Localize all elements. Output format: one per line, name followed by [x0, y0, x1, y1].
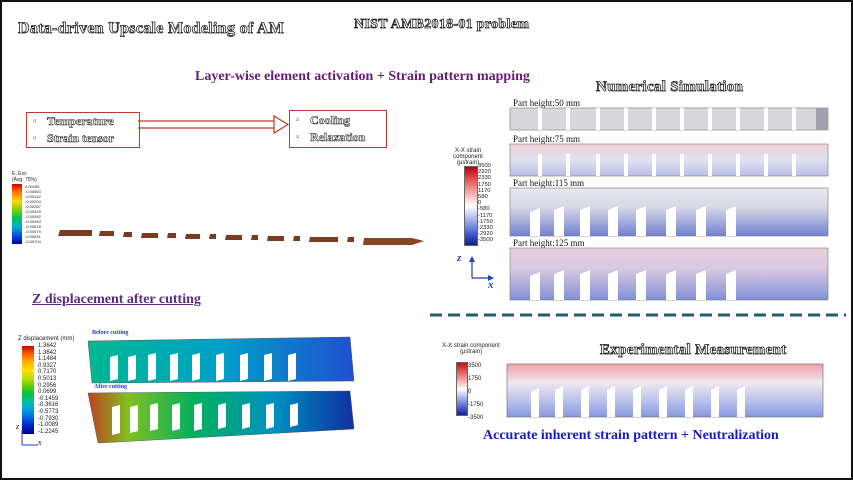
section-heading-zdisp: Z displacement after cutting: [32, 292, 201, 307]
exp-legend-title: X-X strain component (μstrain): [442, 343, 500, 355]
sim-legend-title: E, Exx: [12, 171, 27, 177]
num-legend-title: X-X strain component (μstrain): [453, 148, 483, 166]
num-legend-ticks: 3500 2920 2330 1750 1170 580 0 -580 -1170 -1750 -2…: [478, 163, 493, 244]
after-cutting-label: After cutting: [94, 384, 128, 390]
zdisp-axis-z: z: [16, 422, 20, 431]
num-axis-icon: [469, 256, 494, 281]
sim-legend-ticks: 0.00185 -0.00863 -0.00142 -0.00204 -0.00267-…: [25, 184, 41, 244]
num-axis-z: z: [457, 252, 462, 264]
zdisp-legend-title: Z displacement (mm): [18, 336, 75, 342]
experimental-heading: Experimental Measurement: [600, 342, 787, 359]
input-item-temperature: Temperature: [27, 113, 139, 130]
slide-title: Data-driven Upscale Modeling of AM: [18, 20, 285, 38]
panel-sim-115: [509, 187, 829, 237]
sim-legend-colorbar: [12, 184, 22, 244]
output-item-cooling: Cooling: [290, 112, 386, 129]
experimental-footer: Accurate inherent strain pattern + Neutr…: [483, 428, 779, 443]
num-legend-colorbar: [464, 166, 478, 246]
panel-label-125: Part height:125 mm: [513, 238, 585, 248]
exp-legend-colorbar: [456, 362, 468, 416]
layer-part-strip: [58, 230, 424, 245]
zdisp-axis-x: x: [38, 438, 42, 447]
section-divider: [430, 313, 846, 317]
num-axis-x: x: [488, 279, 494, 291]
zdisp-legend-ticks: 1.3642 1.3642 1.1484 0.9327 0.7170 0.5013 0.29…: [38, 343, 59, 435]
exp-legend-ticks: 3500 1750 0 -1750 -3500: [468, 363, 484, 421]
panel-sim-50: [509, 107, 829, 131]
panel-label-50: Part height:50 mm: [513, 98, 580, 108]
before-cutting-plate: [87, 336, 355, 384]
flow-arrow-icon: [138, 114, 290, 135]
section-heading-activation: Layer-wise element activation + Strain p…: [195, 69, 530, 84]
exp-measurement-map: [506, 363, 824, 418]
input-box: Temperature Strain tensor: [26, 112, 140, 148]
numerical-simulation-heading: Numerical Simulation: [596, 79, 744, 96]
panel-sim-75: [509, 143, 829, 177]
after-cutting-plate: [87, 390, 355, 444]
input-item-strain: Strain tensor: [27, 130, 139, 147]
panel-label-115: Part height:115 mm: [513, 178, 585, 188]
panel-sim-125: [509, 247, 829, 301]
output-box: Cooling Relaxation: [289, 110, 387, 148]
panel-label-75: Part height:75 mm: [513, 134, 580, 144]
sim-legend-subtitle: (Avg: 75%): [12, 177, 37, 183]
zdisp-axis-icon: [21, 430, 38, 446]
output-item-relaxation: Relaxation: [290, 129, 386, 146]
zdisp-legend-colorbar: [22, 346, 34, 434]
before-cutting-label: Before cutting: [92, 330, 129, 336]
slide-subtitle: NIST AMB2018-01 problem: [354, 17, 530, 33]
